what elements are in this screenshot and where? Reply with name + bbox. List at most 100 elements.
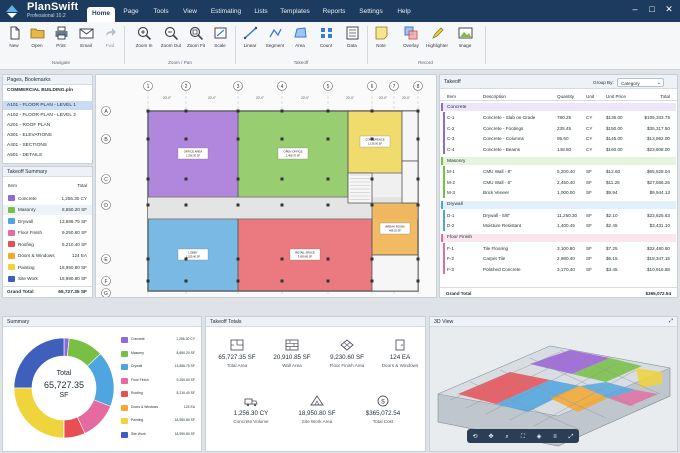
page-item-a101[interactable]: A101 - FLOOR PLAN - LEVEL 1 [3, 101, 92, 110]
takeoff-row[interactable]: F-3 Polished Concrete 3,170.40 SF $3.45 $10,9… [440, 264, 677, 275]
page-item-a401[interactable]: A401 - SECTIONS [7, 143, 47, 148]
page-item-a102[interactable]: A102 - FLOOR PLAN - LEVEL 2 [7, 113, 76, 118]
note-button[interactable]: Note [368, 26, 394, 48]
tab-help[interactable]: Help [397, 8, 411, 15]
structural-column [236, 279, 240, 283]
tab-lists[interactable]: Lists [254, 8, 268, 15]
tab-estimating[interactable]: Estimating [210, 8, 242, 15]
count-button[interactable]: Count [313, 26, 339, 48]
item-quantity: 2,450.40 [557, 179, 575, 185]
image-button[interactable]: Image [452, 26, 478, 48]
tab-page[interactable]: Page [123, 8, 139, 15]
rotate-icon[interactable]: ⟲ [472, 434, 478, 440]
maximize-button[interactable]: □ [649, 4, 655, 14]
page-item-a501[interactable]: A501 - DETAILS [7, 153, 43, 158]
takeoff-row[interactable]: D-1 Drywall - 5/8" 11,250.30 SF $2.10 $23,625… [440, 210, 677, 221]
grid-column-label: 2 [185, 84, 188, 90]
category-header[interactable]: Floor Finish [441, 233, 676, 242]
category-header[interactable]: Drywall [441, 200, 676, 209]
page-item-a201[interactable]: A201 - ROOF PLAN [7, 123, 51, 128]
summary-row[interactable]: Site Work 18,990.80 SF [3, 274, 92, 284]
zoom-in-button[interactable]: Zoom In [131, 26, 157, 48]
close-button[interactable]: ✕ [665, 4, 673, 14]
summary-row[interactable]: Painting 18,950.80 SF [3, 262, 92, 272]
expand-icon[interactable]: ⤢ [668, 318, 673, 324]
legend-name: Masonry [131, 350, 145, 355]
summary-row[interactable]: Doors & Windows 124 EA [3, 251, 92, 261]
takeoff-row[interactable]: C-4 Concrete - Beams 148.80 CY $160.00 $23,80… [440, 144, 677, 155]
takeoff-column-headers: Item Description Quantity Unit Unit Pric… [440, 91, 677, 101]
segment-button[interactable]: Segment [262, 26, 288, 48]
donut-slice[interactable] [13, 337, 65, 389]
layers-icon[interactable]: ≡ [553, 434, 557, 440]
kpi-card: 18,950.80 SF Site Work Area [290, 395, 344, 424]
structural-column [326, 279, 330, 283]
col-unit: Unit [586, 94, 595, 99]
kpi-value: 18,950.80 SF [298, 410, 336, 417]
takeoff-row[interactable]: D-2 Moisture Resistant 1,400.45 SF $2.45 $3,4… [440, 220, 677, 231]
scale-label: Scale [214, 43, 226, 48]
area-button[interactable]: Area [287, 26, 313, 48]
structural-column [416, 279, 420, 283]
print-button[interactable]: Print [48, 26, 74, 48]
takeoff-row[interactable]: F-2 Carpet Tile 2,980.40 SF $6.15 $18,347.15 [440, 253, 677, 264]
takeoff-row[interactable]: C-2 Concrete - Footings 235.45 CY $150.00 $35… [440, 123, 677, 134]
fullscreen-icon[interactable]: ⤢ [568, 434, 574, 440]
legend-name: Concrete [131, 337, 145, 341]
open-button[interactable]: Open [24, 26, 50, 48]
kpi-label: Site Work Area [301, 419, 333, 424]
tab-home[interactable]: Home [87, 7, 115, 22]
zoom-out-button[interactable]: Zoom Out [158, 26, 184, 48]
item-total: $9,944.13 [649, 190, 670, 195]
takeoff-row[interactable]: M-2 CMU Wall - 6" 2,450.40 SF $11.25 $27,566.… [440, 177, 677, 188]
overlay-button[interactable]: Overlay [398, 26, 424, 48]
takeoff-row[interactable]: C-3 Concrete - Columns 95.60 CY $145.00 $13,8… [440, 133, 677, 144]
email-button[interactable]: Email [73, 26, 99, 48]
category-color-bar [443, 166, 445, 198]
takeoff-row[interactable]: C-1 Concrete - Slab on Grade 780.25 CY $135.… [440, 112, 677, 123]
image-label: Image [458, 43, 472, 48]
grid-column-bubble [413, 81, 423, 91]
group-navigate: Navigate [51, 60, 71, 65]
grid-column-label: 7 [393, 84, 396, 90]
item-unit: CY [586, 146, 593, 152]
tab-tools[interactable]: Tools [153, 8, 169, 15]
zoom-fit-button[interactable]: Zoom Fit [183, 26, 209, 48]
tab-settings[interactable]: Settings [359, 8, 383, 15]
fit-icon[interactable]: ⛶ [520, 434, 526, 440]
item-unit: CY [586, 125, 593, 131]
takeoff-row[interactable]: F-1 Tile Flooring 3,100.80 SF $7.25 $22,480.8… [440, 243, 677, 254]
floor-plan-canvas[interactable]: 1 2 3 4 5 6 7 8 A B C D E F G 20'-0" 20'-0" 20'-0" 20'-0" 2… [95, 74, 437, 298]
structural-column [416, 177, 420, 181]
summary-row[interactable]: Concrete 1,256.30 CY [3, 193, 92, 203]
tab-templates[interactable]: Templates [280, 8, 310, 15]
page-item-a301[interactable]: A301 - ELEVATIONS [7, 133, 52, 138]
takeoff-row[interactable]: M-1 CMU Wall - 8" 5,200.40 SF $12.60 $65,528.… [440, 166, 677, 177]
grid-row-label: D [104, 203, 108, 209]
linear-button[interactable]: Linear [237, 26, 263, 48]
highlighter-button[interactable]: Highlighter [424, 26, 450, 48]
cube-icon[interactable]: ◈ [536, 434, 542, 440]
structural-column [146, 137, 150, 141]
summary-row[interactable]: Floor Finish 9,250.60 SF [3, 228, 92, 238]
3d-building-model[interactable] [430, 328, 677, 452]
new-button[interactable]: New [1, 26, 27, 48]
structural-column [146, 203, 150, 207]
category-header[interactable]: Concrete [441, 103, 676, 111]
minimize-button[interactable]: – [632, 4, 638, 14]
forward-button[interactable]: Fwd [97, 26, 123, 48]
summary-donut-chart [13, 337, 115, 439]
summary-row[interactable]: Roofing 5,210.40 SF [3, 239, 92, 249]
tab-view[interactable]: View [183, 8, 197, 15]
pan-icon[interactable]: ✥ [488, 434, 494, 440]
zoom-in-icon [137, 26, 151, 40]
tab-reports[interactable]: Reports [322, 8, 346, 15]
takeoff-row[interactable]: M-3 Brick Veneer 1,000.00 SF $9.94 $9,944.13 [440, 187, 677, 198]
scale-button[interactable]: Scale [207, 26, 233, 48]
summary-row[interactable]: Masonry 8,650.20 SF [3, 204, 92, 215]
groupby-select[interactable]: Category ⌄ [617, 78, 664, 87]
data-button[interactable]: Data [339, 26, 365, 48]
summary-row[interactable]: Drywall 13,686.75 SF [3, 216, 92, 226]
zoom-icon[interactable]: ⌕ [505, 434, 509, 440]
category-header[interactable]: Masonry [441, 157, 676, 165]
